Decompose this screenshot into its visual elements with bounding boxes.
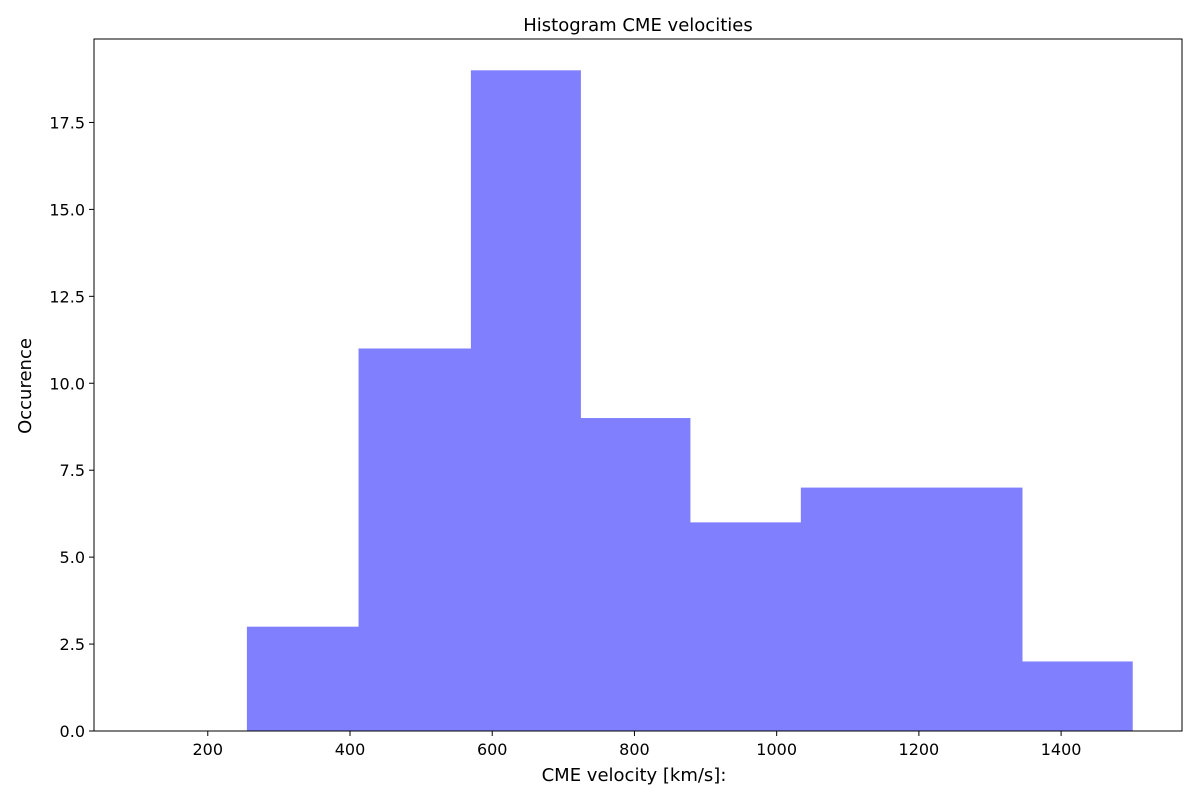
histogram-bar [246, 626, 360, 731]
histogram-bar [1022, 661, 1133, 731]
y-axis-label: Occurence [15, 338, 36, 434]
plot-frame [93, 38, 1183, 732]
y-tick-label: 7.5 [60, 461, 85, 480]
y-tick-label: 10.0 [49, 374, 85, 393]
x-tick-label: 1200 [899, 740, 940, 759]
x-tick-label: 200 [193, 740, 224, 759]
x-tick-label: 1000 [756, 740, 797, 759]
x-tick-label: 1400 [1041, 740, 1082, 759]
histogram-bar [689, 522, 802, 731]
chart-title: Histogram CME velocities [523, 15, 752, 36]
x-axis-ticks: 200 400 600 800 1000 1200 1400 [193, 731, 1082, 759]
histogram-bar [580, 418, 691, 731]
histogram-bar [358, 348, 472, 731]
y-tick-label: 5.0 [60, 548, 85, 567]
y-tick-label: 15.0 [49, 200, 85, 219]
histogram-bar [911, 487, 1023, 731]
x-tick-label: 400 [335, 740, 366, 759]
y-axis-ticks: 0.0 2.5 5.0 7.5 10.0 12.5 15.0 17.5 [49, 113, 94, 741]
y-tick-label: 0.0 [60, 722, 85, 741]
y-tick-label: 2.5 [60, 635, 85, 654]
y-tick-label: 12.5 [49, 287, 85, 306]
histogram-bar [800, 487, 913, 731]
bars-group [246, 70, 1133, 731]
x-tick-label: 800 [619, 740, 650, 759]
histogram-bar [470, 70, 581, 731]
y-tick-label: 17.5 [49, 113, 85, 132]
x-tick-label: 600 [477, 740, 508, 759]
x-axis-label: CME velocity [km/s]: [542, 765, 727, 786]
